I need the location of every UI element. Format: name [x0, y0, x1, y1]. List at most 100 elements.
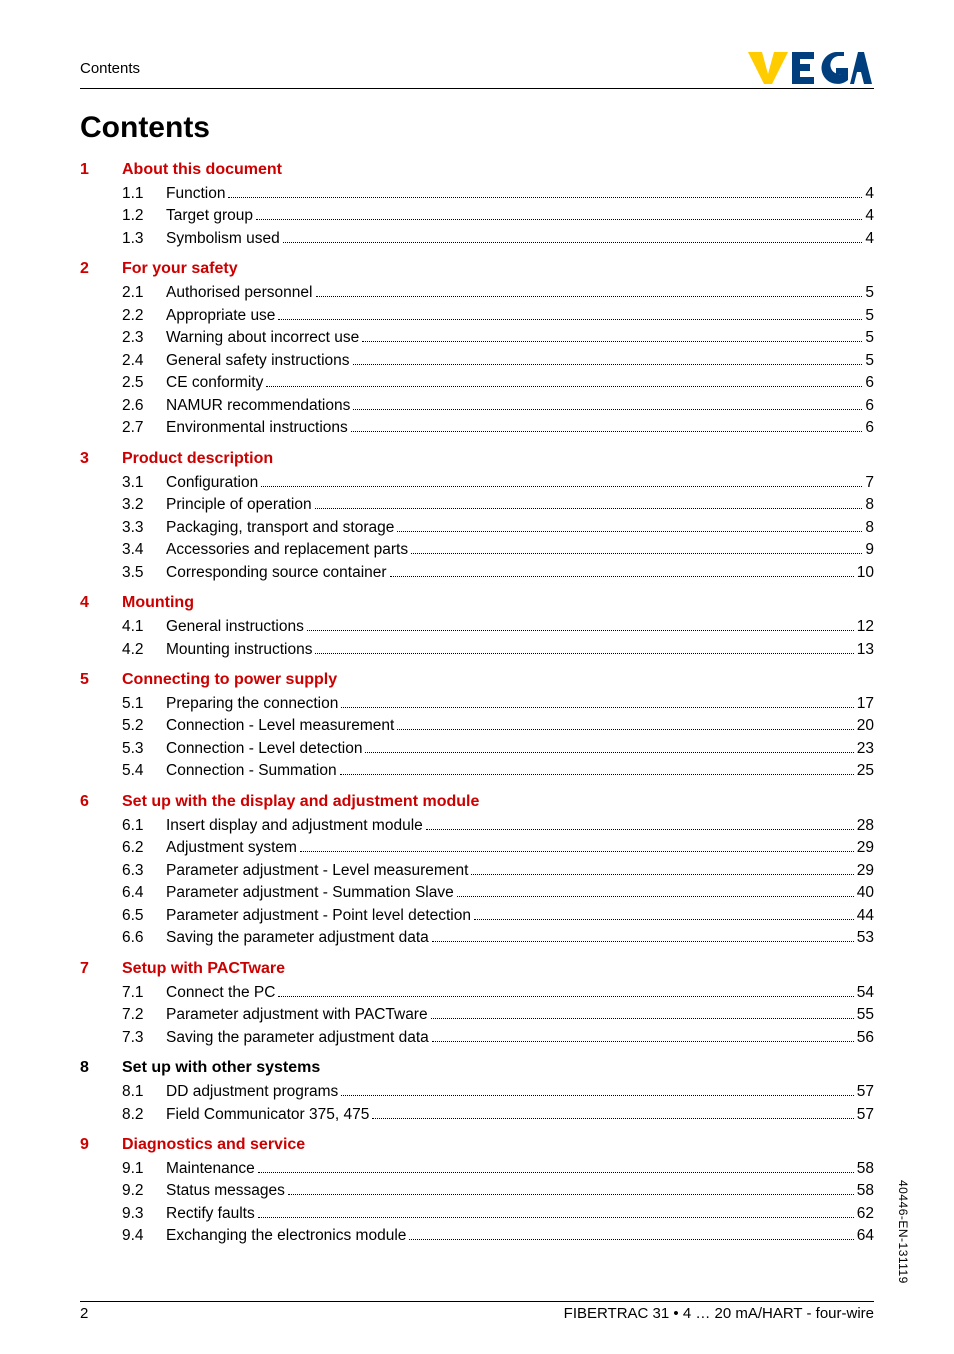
toc-entry-page: 5 — [865, 350, 874, 372]
toc-entry[interactable]: 3.2Principle of operation8 — [122, 494, 874, 516]
toc-entry[interactable]: 3.4Accessories and replacement parts9 — [122, 539, 874, 561]
toc-leader — [315, 498, 863, 509]
header: Contents — [80, 50, 874, 89]
toc-entry[interactable]: 6.5Parameter adjustment - Point level de… — [122, 905, 874, 927]
toc-entry[interactable]: 7.3Saving the parameter adjustment data5… — [122, 1027, 874, 1049]
toc-entry-number: 9.2 — [122, 1180, 166, 1202]
toc-entry[interactable]: 6.1Insert display and adjustment module2… — [122, 815, 874, 837]
toc-entry-label: Corresponding source container — [166, 562, 387, 584]
toc-chapter-head[interactable]: 4Mounting — [80, 594, 874, 612]
toc-entry[interactable]: 6.6Saving the parameter adjustment data5… — [122, 927, 874, 949]
toc-leader — [300, 841, 854, 852]
toc-entry-number: 6.4 — [122, 882, 166, 904]
toc-leader — [390, 566, 854, 577]
toc-entry-label: Maintenance — [166, 1158, 255, 1180]
toc-entry-page: 17 — [857, 693, 874, 715]
toc-entry[interactable]: 3.3Packaging, transport and storage8 — [122, 517, 874, 539]
toc-chapter-title: Set up with the display and adjustment m… — [122, 793, 479, 811]
toc-entry-number: 3.5 — [122, 562, 166, 584]
toc-entry-page: 55 — [857, 1004, 874, 1026]
toc-chapter-head[interactable]: 9Diagnostics and service — [80, 1136, 874, 1154]
toc-chapter-number: 2 — [80, 260, 122, 278]
toc-entry-label: NAMUR recommendations — [166, 395, 350, 417]
toc-entry-number: 6.5 — [122, 905, 166, 927]
toc-entry[interactable]: 3.1Configuration7 — [122, 472, 874, 494]
toc-entry[interactable]: 5.4Connection - Summation25 — [122, 760, 874, 782]
toc-leader — [307, 620, 854, 631]
toc-entry[interactable]: 2.7Environmental instructions6 — [122, 417, 874, 439]
toc-chapter-number: 6 — [80, 793, 122, 811]
toc-entry[interactable]: 9.1Maintenance58 — [122, 1158, 874, 1180]
toc-entry-page: 25 — [857, 760, 874, 782]
toc-entry[interactable]: 7.2Parameter adjustment with PACTware55 — [122, 1004, 874, 1026]
toc-entry[interactable]: 1.1Function4 — [122, 183, 874, 205]
toc-chapter-head[interactable]: 7Setup with PACTware — [80, 960, 874, 978]
toc-entry[interactable]: 4.2Mounting instructions13 — [122, 639, 874, 661]
toc-chapter: 9Diagnostics and service 9.1Maintenance58… — [80, 1136, 874, 1248]
toc-entry[interactable]: 3.5Corresponding source container10 — [122, 562, 874, 584]
toc-entry[interactable]: 9.2Status messages58 — [122, 1180, 874, 1202]
toc-entry-number: 3.1 — [122, 472, 166, 494]
toc-entry-page: 6 — [865, 417, 874, 439]
toc-chapter-head[interactable]: 1About this document — [80, 161, 874, 179]
toc-entry[interactable]: 8.1DD adjustment programs57 — [122, 1081, 874, 1103]
toc-leader — [362, 331, 862, 342]
toc-chapter-head[interactable]: 3Product description — [80, 450, 874, 468]
toc-entry[interactable]: 7.1Connect the PC54 — [122, 982, 874, 1004]
toc-entry-label: Connection - Summation — [166, 760, 337, 782]
toc-entry[interactable]: 9.3Rectify faults62 — [122, 1203, 874, 1225]
toc-entry-label: Symbolism used — [166, 228, 280, 250]
toc-entry[interactable]: 2.1Authorised personnel5 — [122, 282, 874, 304]
toc-entry[interactable]: 2.6NAMUR recommendations6 — [122, 395, 874, 417]
toc-leader — [372, 1107, 853, 1118]
toc-entry-page: 44 — [857, 905, 874, 927]
toc-entry-label: Authorised personnel — [166, 282, 313, 304]
toc-entry-page: 4 — [865, 183, 874, 205]
toc-entry-page: 29 — [857, 837, 874, 859]
toc-entry-number: 5.2 — [122, 715, 166, 737]
toc-entry[interactable]: 1.2Target group4 — [122, 205, 874, 227]
toc-chapter: 7Setup with PACTware7.1Connect the PC547… — [80, 960, 874, 1049]
toc-leader — [409, 1229, 853, 1240]
toc-entry[interactable]: 6.3Parameter adjustment - Level measurem… — [122, 860, 874, 882]
toc-entry-page: 6 — [865, 372, 874, 394]
toc-entry[interactable]: 5.3Connection - Level detection23 — [122, 738, 874, 760]
toc-entry[interactable]: 6.4Parameter adjustment - Summation Slav… — [122, 882, 874, 904]
toc-entry-page: 57 — [857, 1104, 874, 1126]
footer-page-number: 2 — [80, 1305, 88, 1322]
toc-chapter: 2For your safety2.1Authorised personnel5… — [80, 260, 874, 439]
toc-entry-page: 53 — [857, 927, 874, 949]
toc-leader — [397, 521, 862, 532]
toc-entry-label: Status messages — [166, 1180, 285, 1202]
toc-entry-page: 5 — [865, 282, 874, 304]
toc-leader — [340, 764, 854, 775]
toc-chapter-number: 8 — [80, 1059, 122, 1077]
toc-chapter-head[interactable]: 2For your safety — [80, 260, 874, 278]
toc-leader — [426, 819, 854, 830]
toc-entry-label: Insert display and adjustment module — [166, 815, 423, 837]
toc-entry[interactable]: 2.5CE conformity6 — [122, 372, 874, 394]
toc-entry-label: Warning about incorrect use — [166, 327, 359, 349]
toc-entry[interactable]: 9.4Exchanging the electronics module64 — [122, 1225, 874, 1247]
toc-leader — [411, 543, 862, 554]
doc-id-vertical: 40446-EN-131119 — [896, 1180, 910, 1284]
toc-entry-page: 9 — [865, 539, 874, 561]
toc-entry[interactable]: 2.2Appropriate use5 — [122, 305, 874, 327]
toc-entry[interactable]: 2.4General safety instructions5 — [122, 350, 874, 372]
toc-entry[interactable]: 1.3Symbolism used4 — [122, 228, 874, 250]
toc-entry-label: Target group — [166, 205, 253, 227]
toc-entry-page: 57 — [857, 1081, 874, 1103]
toc-entry-number: 8.2 — [122, 1104, 166, 1126]
toc-chapter-head[interactable]: 6Set up with the display and adjustment … — [80, 793, 874, 811]
toc-entry[interactable]: 4.1General instructions12 — [122, 616, 874, 638]
toc-entry[interactable]: 5.2Connection - Level measurement20 — [122, 715, 874, 737]
toc-leader — [431, 1008, 854, 1019]
toc-chapter-head[interactable]: 8Set up with other systems — [80, 1059, 874, 1077]
toc-entry[interactable]: 6.2Adjustment system29 — [122, 837, 874, 859]
toc-chapter: 8Set up with other systems 8.1DD adjustme… — [80, 1059, 874, 1126]
toc-entry[interactable]: 5.1Preparing the connection17 — [122, 693, 874, 715]
toc-entry[interactable]: 8.2Field Communicator 375, 47557 — [122, 1104, 874, 1126]
toc-chapter-head[interactable]: 5Connecting to power supply — [80, 671, 874, 689]
toc-entry-label: Saving the parameter adjustment data — [166, 1027, 429, 1049]
toc-entry[interactable]: 2.3Warning about incorrect use5 — [122, 327, 874, 349]
